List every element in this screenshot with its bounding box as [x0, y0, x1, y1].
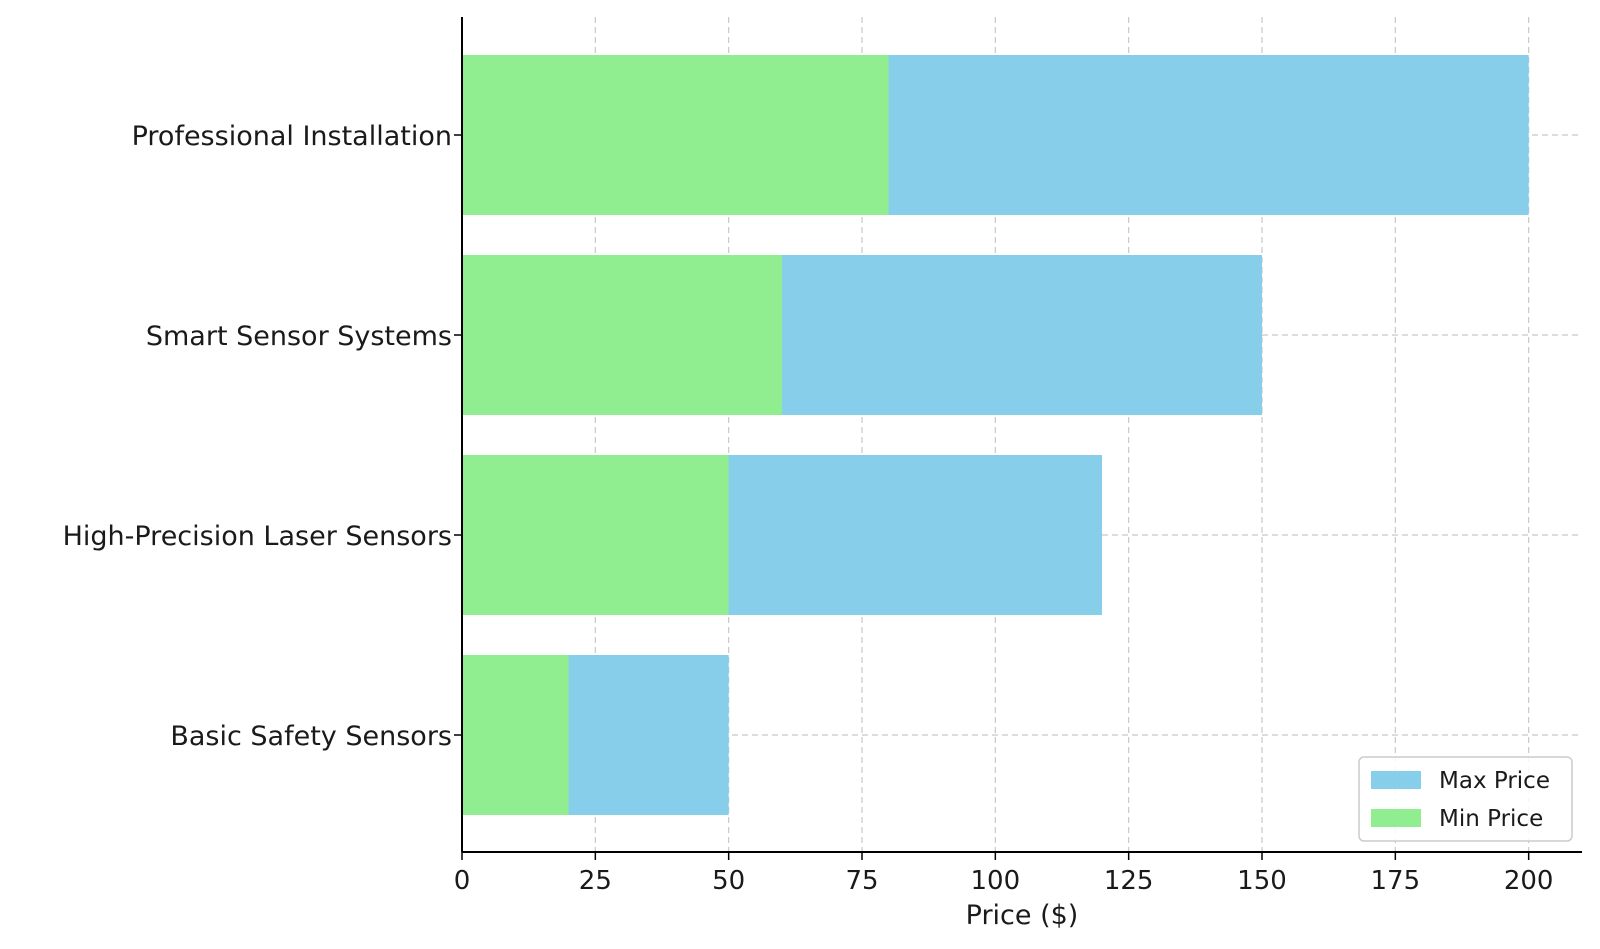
x-tick-label-100: 100 [971, 866, 1021, 896]
x-tick-label-75: 75 [845, 866, 878, 896]
category-label: Professional Installation [132, 121, 452, 152]
legend-swatch-max-price [1371, 771, 1421, 789]
x-axis-title: Price ($) [966, 900, 1079, 931]
x-tick-label-175: 175 [1371, 866, 1421, 896]
category-label: Smart Sensor Systems [146, 321, 452, 352]
legend: Max Price Min Price [1358, 756, 1573, 842]
bars-layer [462, 55, 1529, 815]
x-tick-label-150: 150 [1237, 866, 1287, 896]
bar-min-price-0 [462, 655, 569, 815]
legend-label-max-price: Max Price [1439, 768, 1550, 794]
x-tick-label-25: 25 [579, 866, 612, 896]
category-label: Basic Safety Sensors [170, 721, 452, 752]
x-tick-label-0: 0 [454, 866, 471, 896]
bar-min-price-3 [462, 55, 889, 215]
x-tick-label-200: 200 [1504, 866, 1554, 896]
bar-min-price-1 [462, 455, 729, 615]
legend-swatch-min-price [1371, 809, 1421, 827]
labels-layer: 0 25 50 75 100 125 150 175 200 Basic Safety Senso… [63, 121, 1554, 896]
x-tick-label-50: 50 [712, 866, 745, 896]
axes-layer [454, 17, 1582, 860]
category-label: High-Precision Laser Sensors [63, 521, 452, 552]
bar-min-price-2 [462, 255, 782, 415]
x-tick-label-125: 125 [1104, 866, 1154, 896]
legend-label-min-price: Min Price [1439, 806, 1543, 832]
